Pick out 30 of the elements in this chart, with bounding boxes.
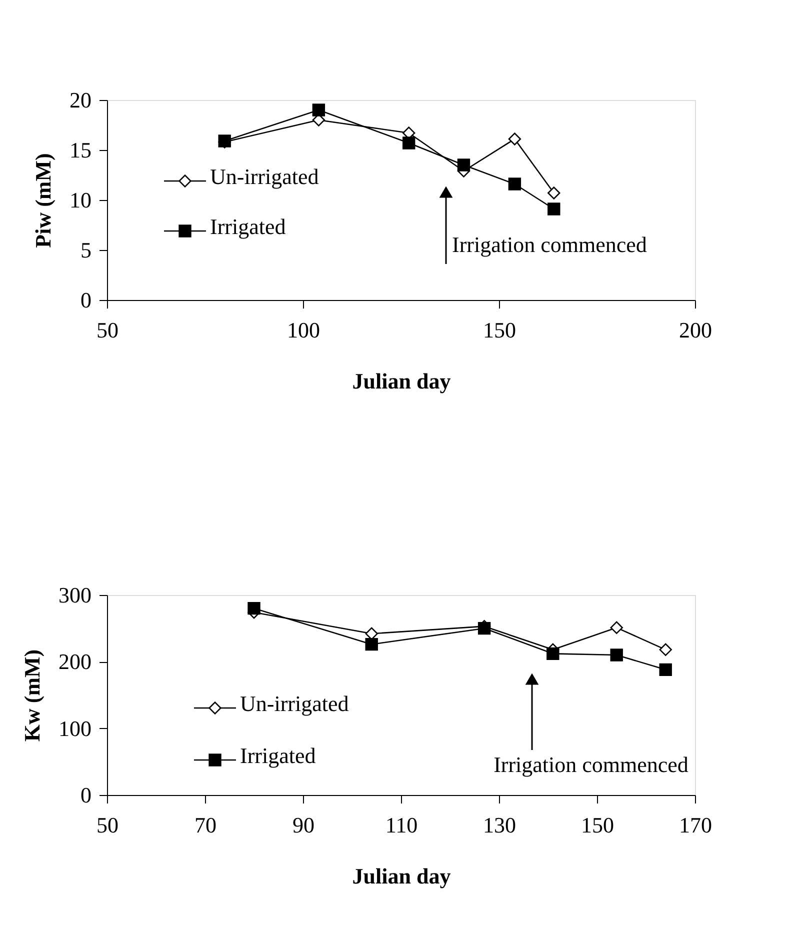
y-tick-label: 0 [80, 288, 92, 312]
y-tick-label: 100 [58, 716, 92, 741]
y-tick-label: 0 [80, 782, 92, 808]
y-axis-title: Kw (mM) [20, 649, 44, 742]
legend-label: Irrigated [210, 214, 286, 239]
x-tick-label: 70 [194, 812, 216, 838]
x-tick-label: 150 [581, 812, 614, 838]
x-axis-title: Julian day [352, 864, 451, 888]
legend-label: Irrigated [240, 743, 316, 768]
x-tick-label: 50 [96, 812, 118, 838]
x-tick-label: 150 [483, 318, 516, 342]
y-tick-label: 200 [58, 649, 92, 674]
x-tick-label: 170 [679, 812, 712, 838]
x-tick-label: 200 [679, 318, 712, 342]
annotation: Irrigation commenced [452, 232, 647, 257]
x-tick-label: 110 [385, 812, 418, 838]
y-axis-title: Piw (mM) [30, 153, 56, 248]
legend-label: Un-irrigated [210, 164, 319, 189]
x-tick-label: 130 [483, 812, 516, 838]
x-tick-label: 90 [292, 812, 314, 838]
legend-label: Un-irrigated [240, 691, 349, 716]
y-tick-label: 10 [70, 188, 92, 212]
x-tick-label: 100 [287, 318, 320, 342]
x-tick-label: 50 [96, 318, 118, 342]
y-tick-label: 5 [80, 238, 92, 262]
x-axis-title: Julian day [352, 368, 451, 394]
y-tick-label: 20 [70, 88, 92, 112]
y-tick-label: 300 [58, 582, 92, 608]
annotation: Irrigation commenced [494, 752, 688, 777]
y-tick-label: 15 [70, 138, 92, 162]
